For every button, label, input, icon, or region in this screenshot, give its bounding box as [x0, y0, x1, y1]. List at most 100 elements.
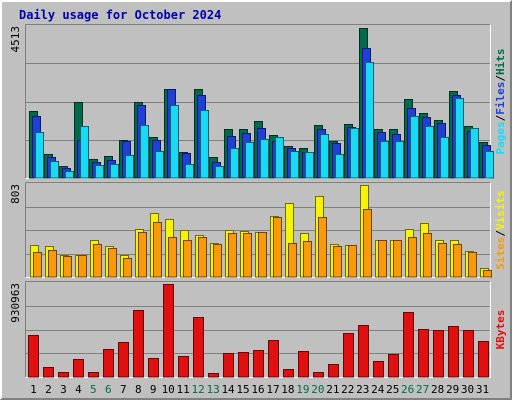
bar-kbytes: [73, 359, 84, 378]
bar-fill: [303, 241, 312, 278]
bar-fill: [93, 244, 102, 278]
bar-sites: [438, 243, 447, 278]
bar-fill: [193, 317, 204, 378]
bar-fill: [373, 361, 384, 378]
bar-fill: [185, 164, 194, 179]
day-label: 9: [150, 383, 157, 396]
legend-label: Pages/Files/Hits: [494, 49, 507, 155]
bar-kbytes: [133, 310, 144, 378]
bar-fill: [418, 329, 429, 378]
bar-fill: [478, 341, 489, 378]
bar-fill: [108, 248, 117, 278]
bar-fill: [268, 340, 279, 378]
bar-sites: [93, 244, 102, 278]
bar-pages: [290, 151, 299, 179]
bar-pages: [80, 126, 89, 179]
bar-pages: [350, 128, 359, 179]
bar-sites: [483, 270, 492, 278]
bar-fill: [153, 222, 162, 278]
bar-kbytes: [193, 317, 204, 378]
bar-kbytes: [268, 340, 279, 378]
y-max-label: 930963: [9, 283, 22, 323]
bar-kbytes: [283, 369, 294, 378]
bar-pages: [485, 151, 494, 179]
bar-pages: [470, 128, 479, 179]
bar-fill: [238, 352, 249, 378]
bar-fill: [470, 128, 479, 179]
bar-fill: [483, 270, 492, 278]
bar-kbytes: [118, 342, 129, 378]
bar-sites: [273, 217, 282, 278]
bar-pages: [35, 132, 44, 179]
bar-fill: [350, 128, 359, 179]
chart-panel-1: 4513: [9, 24, 494, 179]
bar-pages: [260, 139, 269, 179]
bar-fill: [298, 351, 309, 378]
bar-fill: [243, 233, 252, 278]
bar-sites: [258, 232, 267, 278]
bar-sites: [468, 252, 477, 278]
bar-kbytes: [43, 367, 54, 378]
bar-fill: [320, 134, 329, 179]
bar-fill: [468, 252, 477, 278]
day-label: 1: [30, 383, 37, 396]
bar-sites: [363, 209, 372, 278]
bar-kbytes: [208, 373, 219, 378]
bar-fill: [403, 312, 414, 378]
bar-sites: [213, 244, 222, 278]
bar-fill: [230, 148, 239, 179]
bar-sites: [228, 233, 237, 278]
bar-fill: [433, 330, 444, 378]
bar-kbytes: [478, 341, 489, 378]
bar-kbytes: [403, 312, 414, 378]
bar-fill: [110, 164, 119, 179]
day-label: 6: [105, 383, 112, 396]
legend-sites: Sites: [494, 237, 507, 270]
bar-fill: [388, 354, 399, 378]
legend-files: Files: [494, 82, 507, 115]
day-label: 24: [371, 383, 385, 396]
bar-pages: [245, 142, 254, 179]
bar-kbytes: [343, 333, 354, 378]
bar-fill: [328, 364, 339, 378]
bar-sites: [348, 245, 357, 278]
legend-label: Sites/Visits: [494, 190, 507, 270]
day-label: 7: [120, 383, 127, 396]
legend-label: KBytes: [494, 310, 507, 350]
day-label: 14: [221, 383, 235, 396]
bar-kbytes: [103, 349, 114, 378]
bar-fill: [170, 105, 179, 179]
bar-fill: [48, 250, 57, 278]
bar-kbytes: [28, 335, 39, 378]
bar-fill: [198, 237, 207, 278]
bar-fill: [138, 232, 147, 278]
chart-title: Daily usage for October 2024: [19, 8, 221, 22]
legend-kbytes: KBytes: [494, 310, 507, 350]
bar-fill: [318, 217, 327, 278]
bar-fill: [395, 141, 404, 179]
bar-fill: [343, 333, 354, 378]
day-axis-labels: 1 2 3 4 5 6 7 8 9 10 11 12 13 14 15 16 17 18 19 20 21 22 23 24 2…: [30, 383, 489, 396]
bar-fill: [273, 217, 282, 278]
bar-fill: [358, 325, 369, 378]
legend-visits: Visits: [494, 190, 507, 230]
bar-pages: [230, 148, 239, 179]
day-label: 22: [341, 383, 354, 396]
bar-fill: [423, 233, 432, 278]
bar-pages: [365, 62, 374, 179]
day-label: 13: [206, 383, 219, 396]
bar-fill: [178, 356, 189, 378]
bar-fill: [103, 349, 114, 378]
bar-fill: [208, 373, 219, 378]
day-label: 27: [416, 383, 429, 396]
bar-sites: [378, 240, 387, 278]
day-label: 25: [386, 383, 399, 396]
bar-fill: [363, 209, 372, 278]
bar-pages: [125, 155, 134, 179]
bar-sites: [453, 244, 462, 278]
bar-kbytes: [388, 354, 399, 378]
bar-fill: [245, 142, 254, 179]
bar-sites: [63, 256, 72, 278]
bar-pages: [140, 125, 149, 179]
